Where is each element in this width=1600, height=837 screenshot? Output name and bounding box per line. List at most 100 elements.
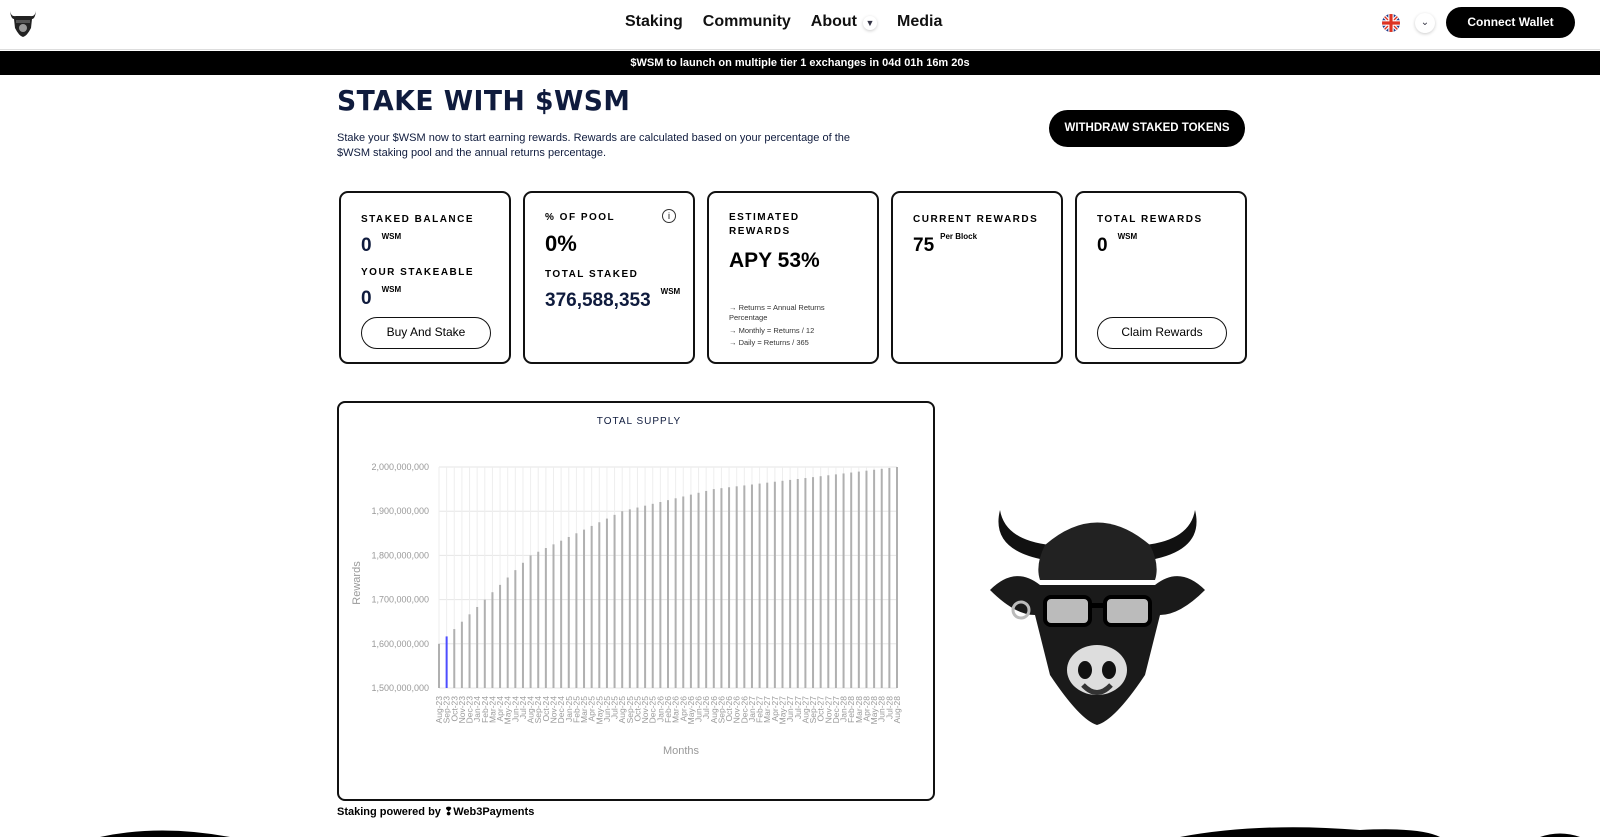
- bar-Nov-27[interactable]: [827, 475, 830, 688]
- bar-Jun-26[interactable]: [697, 492, 700, 688]
- note-returns: → Returns = Annual Returns Percentage: [729, 303, 825, 322]
- bar-Jul-28[interactable]: [888, 467, 891, 688]
- bar-Jun-25[interactable]: [605, 518, 608, 688]
- bar-Mar-27[interactable]: [766, 482, 769, 688]
- powered-prefix: Staking powered by: [337, 806, 441, 818]
- bar-Aug-27[interactable]: [804, 478, 807, 688]
- nav-staking[interactable]: Staking: [625, 13, 683, 30]
- bar-Sep-24[interactable]: [537, 551, 540, 688]
- x-tick-label: May-25: [594, 696, 604, 725]
- bar-Oct-25[interactable]: [636, 507, 639, 688]
- info-icon[interactable]: i: [662, 209, 676, 223]
- bar-Aug-23[interactable]: [438, 643, 440, 688]
- bar-Oct-26[interactable]: [728, 487, 731, 688]
- x-tick-label: Mar-25: [579, 696, 589, 723]
- chart-title: TOTAL SUPPLY: [597, 416, 681, 427]
- bar-Nov-26[interactable]: [735, 486, 738, 688]
- x-tick-label: Sep-27: [808, 696, 818, 724]
- bar-Jan-27[interactable]: [750, 484, 753, 688]
- bar-Nov-23[interactable]: [460, 621, 463, 688]
- bar-Apr-25[interactable]: [590, 525, 593, 688]
- bar-Apr-26[interactable]: [682, 496, 685, 688]
- x-tick-label: Dec-25: [648, 696, 658, 724]
- bar-Jul-24[interactable]: [521, 562, 524, 688]
- bar-May-28[interactable]: [873, 469, 876, 688]
- bar-Aug-28[interactable]: [896, 467, 898, 688]
- powered-brand[interactable]: Web3Payments: [453, 806, 535, 818]
- estimated-rewards-card: ESTIMATED REWARDS APY 53% → Returns = An…: [707, 191, 879, 364]
- claim-rewards-button[interactable]: Claim Rewards: [1097, 317, 1227, 349]
- bar-Dec-24[interactable]: [560, 540, 563, 688]
- bar-Aug-26[interactable]: [712, 489, 715, 688]
- bull-logo-icon[interactable]: [7, 8, 39, 38]
- bar-Jan-26[interactable]: [659, 502, 662, 688]
- bar-Feb-25[interactable]: [575, 533, 578, 688]
- bar-Jan-28[interactable]: [842, 473, 845, 688]
- bar-Sep-25[interactable]: [628, 509, 631, 688]
- bar-Jan-24[interactable]: [476, 606, 479, 688]
- bar-Dec-26[interactable]: [743, 485, 746, 688]
- bar-Sep-26[interactable]: [720, 488, 723, 688]
- nav-media[interactable]: Media: [897, 13, 943, 30]
- x-tick-label: Sep-26: [716, 696, 726, 724]
- current-rewards-label: CURRENT REWARDS: [913, 214, 1039, 225]
- bar-Dec-23[interactable]: [468, 614, 471, 688]
- bar-Dec-27[interactable]: [834, 474, 837, 688]
- bar-Jul-25[interactable]: [613, 514, 616, 688]
- bar-Apr-24[interactable]: [499, 584, 502, 688]
- bar-Feb-28[interactable]: [850, 472, 853, 688]
- bar-Aug-24[interactable]: [529, 555, 532, 688]
- bar-May-24[interactable]: [506, 577, 509, 689]
- nav-community[interactable]: Community: [702, 13, 791, 30]
- page-description: Stake your $WSM now to start earning rew…: [337, 132, 850, 159]
- bar-Jun-27[interactable]: [789, 479, 792, 688]
- page-title: STAKE WITH $WSM: [337, 84, 631, 117]
- bar-Jan-25[interactable]: [567, 536, 570, 688]
- bar-Feb-27[interactable]: [758, 483, 761, 688]
- x-tick-label: May-27: [778, 696, 788, 725]
- bar-Oct-23[interactable]: [453, 629, 456, 688]
- bar-Nov-25[interactable]: [644, 505, 647, 688]
- bar-Apr-28[interactable]: [865, 470, 868, 688]
- x-tick-label: Jun-26: [694, 696, 704, 722]
- buy-and-stake-button[interactable]: Buy And Stake: [361, 317, 491, 349]
- x-tick-label: Oct-23: [449, 696, 459, 722]
- bar-Oct-27[interactable]: [819, 476, 822, 688]
- x-tick-label: Feb-24: [480, 696, 490, 723]
- nav-about[interactable]: About ▼: [811, 13, 877, 31]
- total-rewards-value: 0: [1097, 235, 1108, 256]
- bar-Jun-24[interactable]: [514, 570, 517, 688]
- bar-Jul-27[interactable]: [796, 478, 799, 688]
- bar-Aug-25[interactable]: [621, 511, 624, 688]
- bar-Feb-24[interactable]: [483, 599, 486, 688]
- nav-about-label: About: [810, 13, 857, 30]
- bar-Sep-27[interactable]: [812, 477, 815, 688]
- bar-May-27[interactable]: [781, 480, 784, 688]
- y-tick-label: 1,900,000,000: [371, 506, 429, 516]
- bar-Nov-24[interactable]: [552, 544, 555, 688]
- bar-May-25[interactable]: [598, 522, 601, 688]
- x-tick-label: Aug-24: [526, 696, 536, 724]
- x-tick-label: Mar-28: [854, 696, 864, 723]
- uk-flag-icon[interactable]: [1382, 14, 1400, 32]
- bar-Feb-26[interactable]: [667, 500, 669, 688]
- bar-Mar-24[interactable]: [491, 592, 494, 688]
- bar-Mar-28[interactable]: [857, 471, 860, 688]
- connect-wallet-button[interactable]: Connect Wallet: [1446, 7, 1575, 38]
- y-tick-label: 1,500,000,000: [371, 683, 429, 693]
- bar-Apr-27[interactable]: [773, 481, 776, 688]
- x-tick-label: Feb-26: [663, 696, 673, 723]
- bar-Sep-23[interactable]: [445, 636, 448, 688]
- bar-Mar-25[interactable]: [583, 529, 586, 688]
- bar-Jun-28[interactable]: [880, 468, 883, 688]
- x-tick-label: Nov-24: [549, 696, 559, 724]
- x-tick-label: Nov-23: [457, 696, 467, 724]
- language-chevron-icon[interactable]: ⌄: [1415, 13, 1435, 33]
- bar-Mar-26[interactable]: [674, 498, 677, 688]
- bar-Dec-25[interactable]: [651, 503, 654, 688]
- withdraw-staked-tokens-button[interactable]: WITHDRAW STAKED TOKENS: [1049, 110, 1245, 147]
- bar-Jul-26[interactable]: [705, 490, 708, 688]
- x-tick-label: Dec-24: [556, 696, 566, 724]
- bar-Oct-24[interactable]: [544, 548, 547, 688]
- bar-May-26[interactable]: [689, 494, 692, 688]
